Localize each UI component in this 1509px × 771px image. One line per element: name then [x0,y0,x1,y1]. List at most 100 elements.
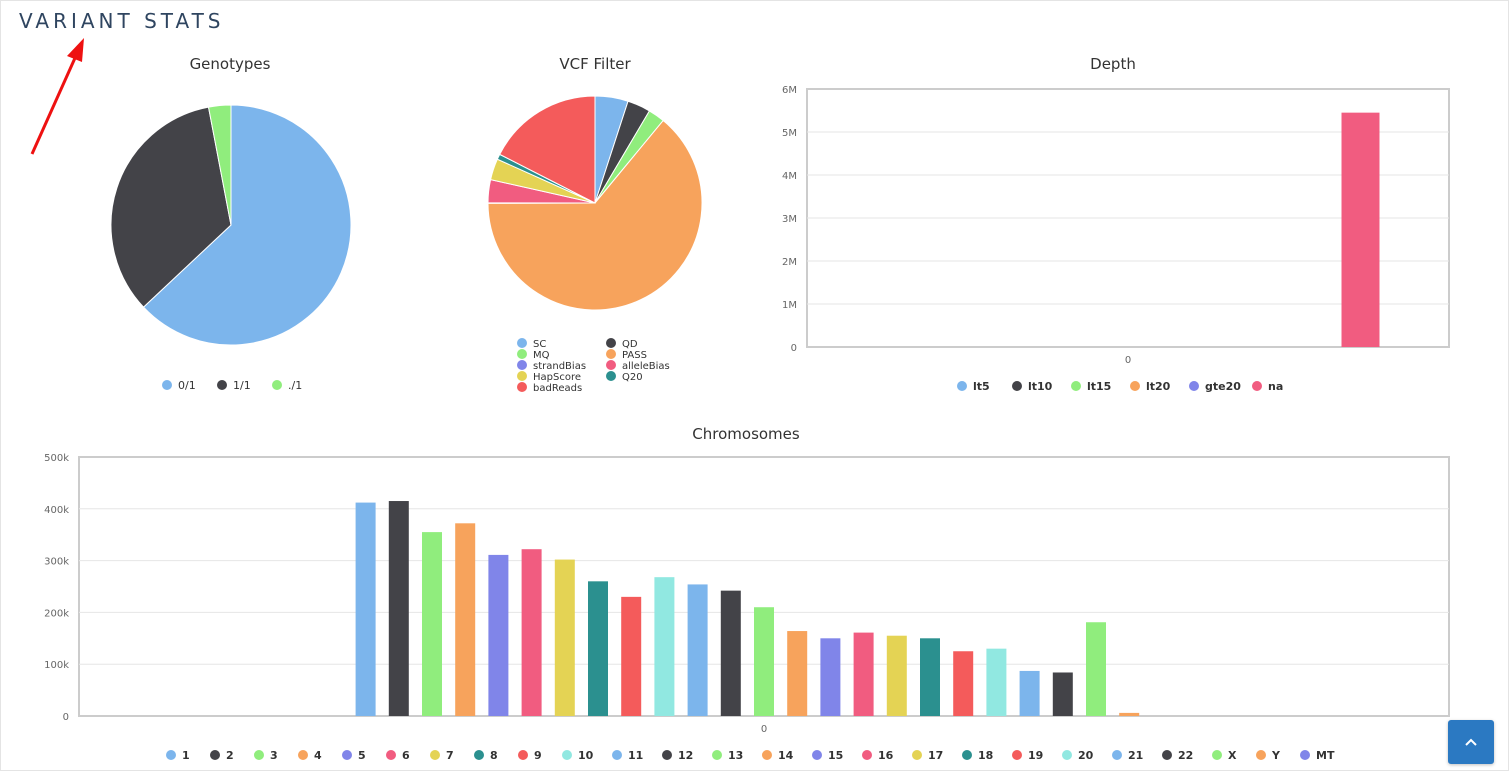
annotation-arrow-head [67,38,84,62]
legend-marker-21 [1112,750,1122,760]
bar-12 [720,590,741,716]
legend-marker-4 [298,750,308,760]
chevron-up-icon [1465,738,1477,746]
legend-label-3: 3 [270,749,278,762]
bar-4 [455,523,476,716]
pie-slice-badreads [499,95,596,204]
legend-label-y: Y [1271,749,1281,762]
legend-label-sc: SC [533,339,546,350]
vcf-filter-chart-title: VCF Filter [559,55,631,73]
legend-marker-mt [1300,750,1310,760]
chromosomes-chart-title: Chromosomes [692,425,800,443]
legend-marker-sc [517,338,527,348]
y-tick-label: 1M [782,300,797,311]
y-tick-label: 0 [791,343,797,354]
bar-6 [521,549,542,716]
legend-marker-3 [254,750,264,760]
legend-label-19: 19 [1028,749,1043,762]
annotation-arrow-shaft [30,57,77,155]
legend-marker-7 [430,750,440,760]
bar-5 [488,554,509,716]
bar-11 [687,584,708,716]
legend-marker-y [1256,750,1266,760]
legend-label-11: 11 [628,749,643,762]
legend-label-13: 13 [728,749,743,762]
legend-label-na: na [1268,380,1283,393]
y-tick-label: 200k [44,608,69,619]
bar-17 [886,635,907,716]
legend-label-strandbias: strandBias [533,361,586,372]
legend-marker-hapscore [517,371,527,381]
legend-marker-2 [210,750,220,760]
legend-marker-11 [612,750,622,760]
legend-marker-strandbias [517,360,527,370]
legend-marker-qd [606,338,616,348]
legend-label-lt5: lt5 [973,380,990,393]
legend-label-15: 15 [828,749,843,762]
legend-marker-x [1212,750,1222,760]
legend-label-allelebias: alleleBias [622,361,670,372]
bar-10 [654,577,675,716]
legend-label-qd: QD [622,339,638,350]
legend-marker-6 [386,750,396,760]
legend-marker-lt10 [1012,381,1022,391]
legend-marker-lt5 [957,381,967,391]
legend-label-1: 1 [182,749,190,762]
legend-marker-gte20 [1189,381,1199,391]
y-tick-label: 400k [44,505,69,516]
legend-label-x: X [1228,749,1237,762]
legend-label-0-1: 0/1 [178,379,196,392]
genotypes-pie-chart: 0/1 1/1 ./1 [110,104,352,392]
legend-marker-16 [862,750,872,760]
legend-label-4: 4 [314,749,322,762]
legend-label-6: 6 [402,749,410,762]
pie-slice-pass [487,119,703,311]
page-title: VARIANT STATS [19,9,225,33]
bar-13 [754,607,774,716]
depth-bar-chart: 0 1M 2M 3M 4M 5M 6M 0 lt5 lt10 lt15 lt20 gte20 na [782,85,1450,393]
y-tick-label: 300k [44,557,69,568]
legend-marker-1 [166,750,176,760]
legend-label-18: 18 [978,749,993,762]
legend-marker-9 [518,750,528,760]
legend-marker-allelebias [606,360,616,370]
scroll-to-top-button[interactable] [1448,720,1494,764]
legend-marker-5 [342,750,352,760]
legend-marker-lt15 [1071,381,1081,391]
legend-label-lt20: lt20 [1146,380,1171,393]
legend-marker-13 [712,750,722,760]
bar-21 [1019,670,1040,716]
pie-slice-0-1 [142,104,352,346]
legend-marker-8 [474,750,484,760]
legend-marker-0-1 [162,380,172,390]
bar-1 [355,502,376,716]
y-tick-label: 500k [44,453,69,464]
legend-marker-mq [517,349,527,359]
legend-marker-18 [962,750,972,760]
bar-20 [986,648,1007,716]
genotypes-chart-title: Genotypes [189,55,271,73]
bar-7 [554,559,575,716]
legend-marker-na [1252,381,1262,391]
bar-14 [787,631,808,716]
legend-label-badreads: badReads [533,383,582,394]
legend-label-1: ./1 [288,379,302,392]
legend-marker-lt20 [1130,381,1140,391]
y-tick-label: 5M [782,128,797,139]
bar-3 [422,532,442,716]
x-tick-label: 0 [761,724,767,735]
legend-label-q20: Q20 [622,372,643,383]
legend-label-hapscore: HapScore [533,372,581,383]
legend-marker-19 [1012,750,1022,760]
bar-y [1119,712,1140,716]
bar-18 [920,638,940,716]
legend-label-20: 20 [1078,749,1094,762]
legend-marker-14 [762,750,772,760]
bar-na [1341,112,1380,348]
depth-chart-title: Depth [1090,55,1136,73]
bar-2 [388,501,409,716]
y-tick-label: 0 [63,712,69,723]
legend-label-14: 14 [778,749,794,762]
vcf-filter-pie-chart: SC QD MQ PASS strandBias alleleBias HapScore Q2… [487,95,703,394]
